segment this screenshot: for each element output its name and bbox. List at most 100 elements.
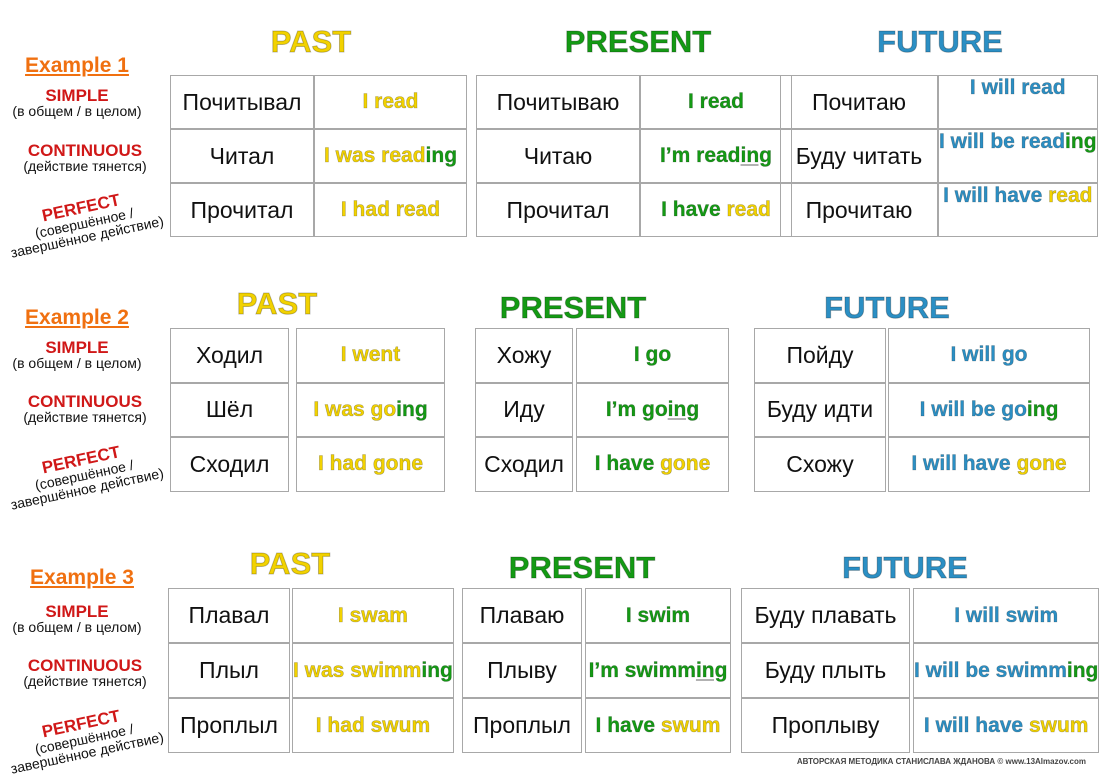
table-row: Прочитаю I will have read [780, 183, 1098, 237]
russian-form: Почитываю [476, 75, 640, 129]
footer: АВТОРСКАЯ МЕТОДИКА СТАНИСЛАВА ЖДАНОВА © … [797, 757, 1086, 766]
english-form: I will have read [938, 183, 1098, 237]
table-row: Почитаю I will read [780, 75, 1098, 129]
english-segment: I’m read [659, 144, 741, 168]
english-form: I have swum [585, 698, 731, 753]
english-form: I was going [296, 382, 445, 437]
english-segment: I had gone [318, 452, 424, 476]
russian-form: Буду плыть [741, 643, 910, 698]
english-segment: I was swimm [293, 658, 422, 682]
english-segment: I had swum [315, 713, 431, 737]
russian-form: Сходил [170, 437, 289, 492]
russian-form: Иду [475, 382, 573, 437]
english-segment: I will be swimm [914, 658, 1067, 682]
table-row: Буду плавать I will swim [741, 588, 1100, 643]
english-segment: I was read [323, 144, 426, 168]
tense-name: SIMPLE [45, 338, 109, 357]
russian-form: Читаю [476, 129, 640, 183]
english-form: I will swim [913, 588, 1100, 643]
english-segment: I will read [969, 76, 1066, 100]
table-row: Иду I’m going [475, 382, 729, 437]
english-segment: ing [421, 658, 453, 682]
table-row: Проплыл I had swum [168, 698, 454, 753]
table-row: Почитываю I read [476, 75, 792, 129]
russian-form: Схожу [754, 437, 886, 492]
english-form: I will be reading [938, 129, 1098, 183]
english-form: I had gone [296, 437, 445, 492]
english-form: I swim [585, 588, 731, 643]
example-title: Example 1 [25, 54, 129, 77]
copyright-icon: © [997, 757, 1004, 766]
russian-form: Пойду [754, 328, 886, 383]
tense-label-continuous: CONTINUOUS (действие тянется) [23, 392, 147, 425]
table-future: Буду плавать I will swim Буду плыть I will … [741, 588, 1100, 753]
english-form: I’m going [576, 382, 729, 437]
russian-form: Плыву [462, 643, 582, 698]
english-segment: swum [1028, 713, 1089, 737]
english-segment: ing [667, 397, 700, 421]
russian-form: Читал [170, 129, 314, 183]
english-segment: ing [740, 144, 773, 168]
english-segment: I was go [313, 397, 397, 421]
english-form: I went [296, 328, 445, 383]
russian-form: Хожу [475, 328, 573, 383]
english-form: I will read [938, 75, 1098, 129]
tense-label-perfect: PERFECT (совершённое / завершённое действи… [3, 184, 165, 260]
english-segment: ing [396, 397, 428, 421]
english-segment: gone [660, 452, 711, 476]
table-row: Почитывал I read [170, 75, 467, 129]
table-row: Сходил I had gone [170, 437, 445, 492]
english-segment: I have [594, 452, 661, 476]
tense-label-perfect: PERFECT (совершённое / завершённое действи… [3, 700, 165, 776]
tense-name: CONTINUOUS [27, 656, 143, 675]
english-segment: I will swim [954, 603, 1059, 627]
table-row: Буду идти I will be going [754, 382, 1090, 437]
russian-form: Сходил [475, 437, 573, 492]
english-form: I will have gone [888, 437, 1090, 492]
table-future: Почитаю I will read Буду читать I will be r… [780, 75, 1098, 237]
russian-form: Плаваю [462, 588, 582, 643]
russian-form: Плавал [168, 588, 290, 643]
english-form: I go [576, 328, 729, 383]
header-future: FUTURE [842, 550, 969, 586]
russian-form: Буду идти [754, 382, 886, 437]
example-title: Example 3 [30, 566, 134, 589]
english-segment: ing [1065, 130, 1097, 154]
tense-label-continuous: CONTINUOUS (действие тянется) [23, 142, 146, 173]
russian-form: Прочитаю [780, 183, 938, 237]
russian-form: Проплыл [462, 698, 582, 753]
english-form: I will be going [888, 382, 1090, 437]
russian-form: Шёл [170, 382, 289, 437]
tense-name: CONTINUOUS [27, 392, 143, 411]
tense-note: (в общем / в целом) [12, 619, 142, 635]
russian-form: Прочитал [476, 183, 640, 237]
cell-gap [289, 437, 296, 492]
english-segment: I read [362, 90, 419, 114]
russian-form: Плыл [168, 643, 290, 698]
english-segment: I’m swimm [588, 658, 696, 682]
english-segment: ing [1066, 658, 1099, 682]
table-present: Плаваю I swim Плыву I’m swimming Проплыл I ha… [462, 588, 731, 753]
english-segment: I swam [337, 603, 409, 627]
tense-name: SIMPLE [45, 86, 109, 105]
tense-label-continuous: CONTINUOUS (действие тянется) [23, 656, 146, 688]
header-present: PRESENT [564, 24, 712, 60]
table-row: Шёл I was going [170, 382, 445, 438]
russian-form: Почитывал [170, 75, 314, 129]
table-row: Сходил I have gone [475, 437, 729, 492]
english-segment: read [1048, 184, 1093, 208]
english-form: I’m reading [640, 129, 792, 183]
tense-note: (действие тянется) [23, 409, 147, 425]
cell-gap [289, 383, 296, 438]
header-past: PAST [249, 546, 331, 582]
english-form: I read [314, 75, 467, 129]
header-present: PRESENT [508, 550, 656, 586]
footer-author: АВТОРСКАЯ МЕТОДИКА СТАНИСЛАВА ЖДАНОВА [796, 757, 996, 766]
table-row: Проплыву I will have swum [741, 698, 1100, 753]
table-present: Почитываю I read Читаю I’m reading Прочитал I… [476, 75, 792, 237]
russian-form: Буду читать [780, 129, 938, 183]
table-row: Плыл I was swimming [168, 643, 454, 698]
table-past: Почитывал I read Читал I was reading Прочита… [170, 75, 467, 237]
table-row: Плавал I swam [168, 588, 454, 643]
example-title: Example 2 [25, 306, 129, 329]
